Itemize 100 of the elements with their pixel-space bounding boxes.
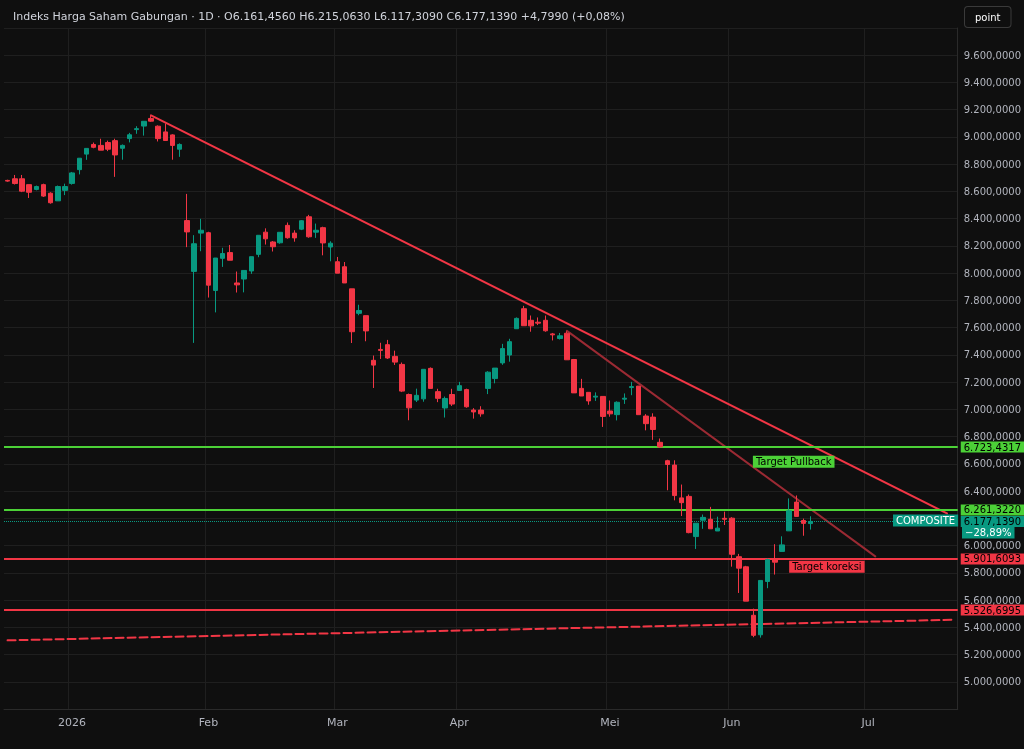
candlestick [779, 535, 785, 552]
chart-title: Indeks Harga Saham Gabungan · 1D · O6.161,4560 H6.215,0630 L6.117,3090 C6.177,1390 +4,7990 (+0,08%) [13, 10, 625, 23]
y-tick-label: 8.400,0000 [963, 213, 1022, 225]
candlestick [385, 339, 390, 360]
x-tick-label: Feb [198, 716, 219, 729]
candlestick [227, 244, 233, 261]
candlestick [722, 511, 727, 526]
candlestick [241, 269, 247, 293]
y-tick-label: 6.000,0000 [963, 540, 1022, 552]
candlestick [356, 304, 362, 316]
candlestick [449, 388, 455, 407]
candlestick [672, 459, 677, 501]
candlestick [342, 261, 347, 284]
candlestick [363, 315, 369, 342]
candlestick [184, 193, 190, 248]
candlestick [41, 183, 46, 198]
candlestick [91, 142, 96, 149]
candlestick [170, 133, 175, 161]
candlestick [198, 218, 204, 252]
y-tick-label: 9.000,0000 [963, 131, 1022, 143]
candlestick [414, 388, 419, 403]
candlestick [191, 234, 197, 344]
y-tick-label: 8.800,0000 [963, 158, 1022, 170]
candlestick [421, 368, 426, 403]
candlestick [177, 142, 182, 158]
candlestick [543, 315, 548, 333]
candlestick [285, 221, 290, 240]
candlestick [765, 558, 770, 589]
candlestick [457, 381, 462, 391]
candlestick [263, 227, 268, 246]
candlestick [320, 226, 326, 256]
y-tick-label: 7.200,0000 [963, 376, 1022, 388]
candlestick [708, 506, 713, 530]
candlestick [127, 132, 132, 143]
candlestick [500, 343, 505, 366]
y-tick-label: 7.800,0000 [963, 294, 1022, 306]
candlestick [270, 240, 276, 252]
y-tick-label: 5.600,0000 [963, 594, 1022, 606]
candlestick [593, 391, 598, 402]
candlestick [794, 494, 799, 517]
candlestick [220, 247, 225, 268]
candlestick [557, 332, 563, 340]
candlestick [636, 385, 641, 416]
candlestick [442, 396, 448, 419]
x-tick-label: 2026 [58, 716, 87, 729]
candlestick [48, 191, 53, 205]
candlestick [399, 362, 405, 393]
y-tick-label: 7.400,0000 [963, 349, 1022, 361]
candlestick [686, 493, 692, 534]
candlestick [392, 350, 398, 366]
candlestick [586, 391, 591, 406]
candlestick [629, 381, 634, 396]
candlestick [299, 219, 304, 231]
ref-line-label: 5.526,6995 [963, 604, 1022, 616]
x-tick-label: Jul [860, 716, 875, 729]
candlestick [234, 271, 240, 293]
candlestick [206, 231, 211, 299]
candlestick [614, 400, 620, 421]
y-tick-label: 6.800,0000 [963, 431, 1022, 443]
y-tick-label: 8.600,0000 [963, 185, 1022, 197]
candlestick [213, 257, 218, 313]
candlestick [34, 185, 39, 191]
candlestick [134, 125, 139, 135]
candlestick [514, 316, 519, 330]
y-tick-label: 9.600,0000 [963, 49, 1022, 61]
x-tick-label: Apr [449, 716, 470, 729]
y-tick-label: 9.400,0000 [963, 76, 1022, 88]
ref-line-label: 6.261,3220 [963, 504, 1022, 516]
text: −28,89% [965, 526, 1012, 538]
candlestick [141, 120, 147, 137]
candlestick [120, 143, 125, 161]
candlestick [155, 124, 161, 142]
annotation: Target Pullback [754, 456, 832, 468]
ref-line-label: 5.901,6093 [963, 553, 1022, 565]
candlestick [464, 388, 469, 409]
candlestick [69, 171, 75, 186]
candlestick [550, 332, 555, 341]
candlestick [313, 223, 319, 239]
candlestick [406, 393, 412, 421]
y-tick-label: 7.000,0000 [963, 403, 1022, 415]
candlestick [665, 459, 670, 491]
y-tick-label: 6.600,0000 [963, 458, 1022, 470]
candlestick [471, 407, 476, 420]
candlestick [622, 392, 627, 405]
y-tick-label: 5.000,0000 [963, 676, 1022, 688]
text: point [975, 11, 1001, 23]
candlestick [371, 355, 376, 389]
candlestick [378, 342, 383, 360]
candlestick [77, 157, 82, 175]
ref-line-label: 6.177,1390 [963, 515, 1022, 527]
candlestick [801, 518, 806, 537]
annotation: COMPOSITE [896, 514, 956, 526]
candlestick [163, 122, 168, 141]
candlestick [5, 179, 10, 183]
candlestick [256, 234, 261, 258]
candlestick [292, 229, 297, 243]
annotation: Target koreksi [791, 561, 862, 573]
candlestick [507, 338, 512, 363]
ref-line-label: 6.723,4317 [963, 441, 1022, 453]
candlestick [328, 240, 333, 262]
